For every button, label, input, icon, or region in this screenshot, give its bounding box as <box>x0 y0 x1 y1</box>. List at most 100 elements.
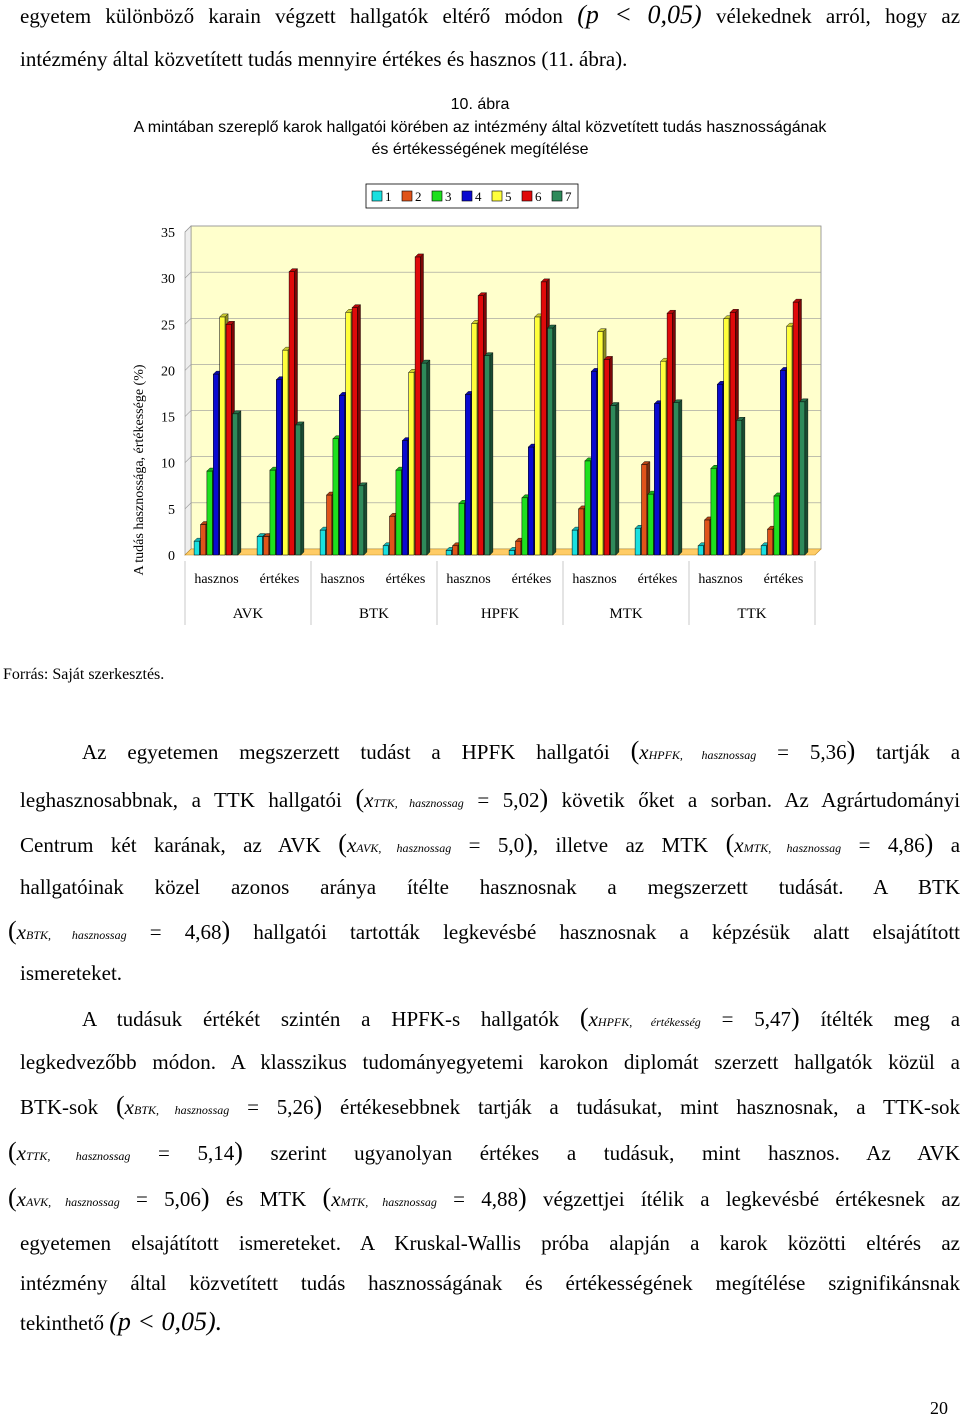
y-tick-label: 20 <box>161 364 175 379</box>
y-axis-label: A tudás hasznossága, értékessége (%) <box>132 364 147 575</box>
bar <box>515 540 522 556</box>
legend-swatch <box>431 190 443 202</box>
bar <box>729 312 736 556</box>
x-tick-label: értékes <box>638 572 678 587</box>
bar <box>710 468 717 556</box>
bar <box>584 460 591 556</box>
bar <box>452 545 459 556</box>
bar <box>786 325 793 556</box>
bar <box>508 550 515 556</box>
bar <box>647 493 654 556</box>
math-inline: (p < 0,05) <box>577 0 702 29</box>
bar <box>717 384 723 556</box>
y-tick-label: 15 <box>161 411 175 426</box>
bar-side <box>615 402 620 556</box>
bar <box>319 529 326 556</box>
bar <box>654 403 660 556</box>
group-label: TTK <box>737 606 766 622</box>
bar <box>421 362 428 556</box>
bar-side <box>300 421 305 556</box>
gridline-side <box>184 271 192 279</box>
gridline-side <box>184 456 192 463</box>
bar <box>591 371 597 556</box>
bar <box>484 355 491 556</box>
bar <box>610 405 617 556</box>
bar-side <box>741 416 746 556</box>
bar <box>414 256 421 556</box>
figure-number: 10. ábra <box>450 96 510 113</box>
bar <box>571 529 578 556</box>
legend-swatch <box>371 190 383 202</box>
bar <box>276 379 282 556</box>
x-tick-label: hasznos <box>446 572 490 587</box>
bar <box>521 497 528 556</box>
gridline-side <box>184 318 192 325</box>
bar <box>408 372 415 556</box>
bar <box>471 323 478 556</box>
text-line: egyetemen elsajátított ismereteket. A Kr… <box>20 1231 960 1255</box>
bar <box>603 359 610 556</box>
text-line: legkedvezőbb módon. A klasszikus tudomán… <box>20 1050 960 1074</box>
legend-swatch <box>461 190 473 202</box>
x-tick-label: értékes <box>512 572 552 587</box>
legend-label: 2 <box>415 189 422 204</box>
legend-label: 7 <box>565 189 572 204</box>
x-tick-label: értékes <box>764 572 804 587</box>
y-tick-label: 35 <box>161 226 175 241</box>
figure-title-line1: A mintában szereplő karok hallgatói köré… <box>133 119 827 136</box>
legend-swatch <box>401 190 413 202</box>
bar <box>673 402 680 556</box>
legend-swatch <box>521 190 533 202</box>
bar <box>792 301 799 556</box>
bar <box>332 438 339 556</box>
bar <box>263 536 270 556</box>
bar <box>282 349 289 556</box>
bar <box>339 395 345 556</box>
bar <box>477 295 484 556</box>
group-label: HPFK <box>481 606 520 622</box>
bar <box>534 316 541 556</box>
bar-side <box>804 398 809 556</box>
bar <box>540 281 547 556</box>
bar <box>358 485 365 556</box>
bar <box>799 401 806 556</box>
bar <box>402 440 408 556</box>
legend-label: 5 <box>505 189 512 204</box>
x-tick-label: hasznos <box>698 572 742 587</box>
legend-label: 6 <box>535 189 542 204</box>
bar <box>295 424 302 556</box>
x-tick-label: hasznos <box>194 572 238 587</box>
group-label: AVK <box>233 606 264 622</box>
x-tick-label: hasznos <box>320 572 364 587</box>
bar <box>389 515 396 556</box>
gridline-side <box>184 410 192 417</box>
chart-legend: 1 2 3 4 5 6 7 <box>365 183 579 209</box>
bar <box>578 508 585 556</box>
bar <box>634 527 641 556</box>
text-line: tekinthető (p < 0,05). <box>20 1307 223 1336</box>
bar <box>736 420 743 556</box>
bar <box>382 545 389 556</box>
x-tick-label: hasznos <box>572 572 616 587</box>
x-tick-label: értékes <box>386 572 426 587</box>
figure-title-line2: és értékességének megítélése <box>371 141 589 158</box>
text-line: hallgatóinak közel azonos aránya ítélte … <box>20 875 960 899</box>
bar <box>704 519 711 556</box>
y-tick-label: 0 <box>168 549 175 564</box>
bar <box>767 528 774 556</box>
bar <box>225 324 232 556</box>
bar <box>773 495 780 556</box>
bar <box>760 545 767 556</box>
bar-chart: 1 2 3 4 5 6 7 A tudás hasznossága, értékessége… <box>132 183 822 625</box>
legend-label: 4 <box>475 189 482 204</box>
bar <box>193 540 200 556</box>
bar <box>213 373 219 556</box>
text-line: intézmény által közvetített tudás mennyi… <box>20 47 628 71</box>
x-tick-label: értékes <box>260 572 300 587</box>
bar <box>269 469 276 556</box>
text-line: A tudásuk értékét szintén a HPFK-s hallg… <box>82 1003 960 1032</box>
bar-side <box>678 399 683 556</box>
bar <box>351 307 358 556</box>
bar <box>395 469 402 556</box>
text-line: BTK-sok (xBTK, hasznossag = 5,26) értéke… <box>20 1091 960 1120</box>
